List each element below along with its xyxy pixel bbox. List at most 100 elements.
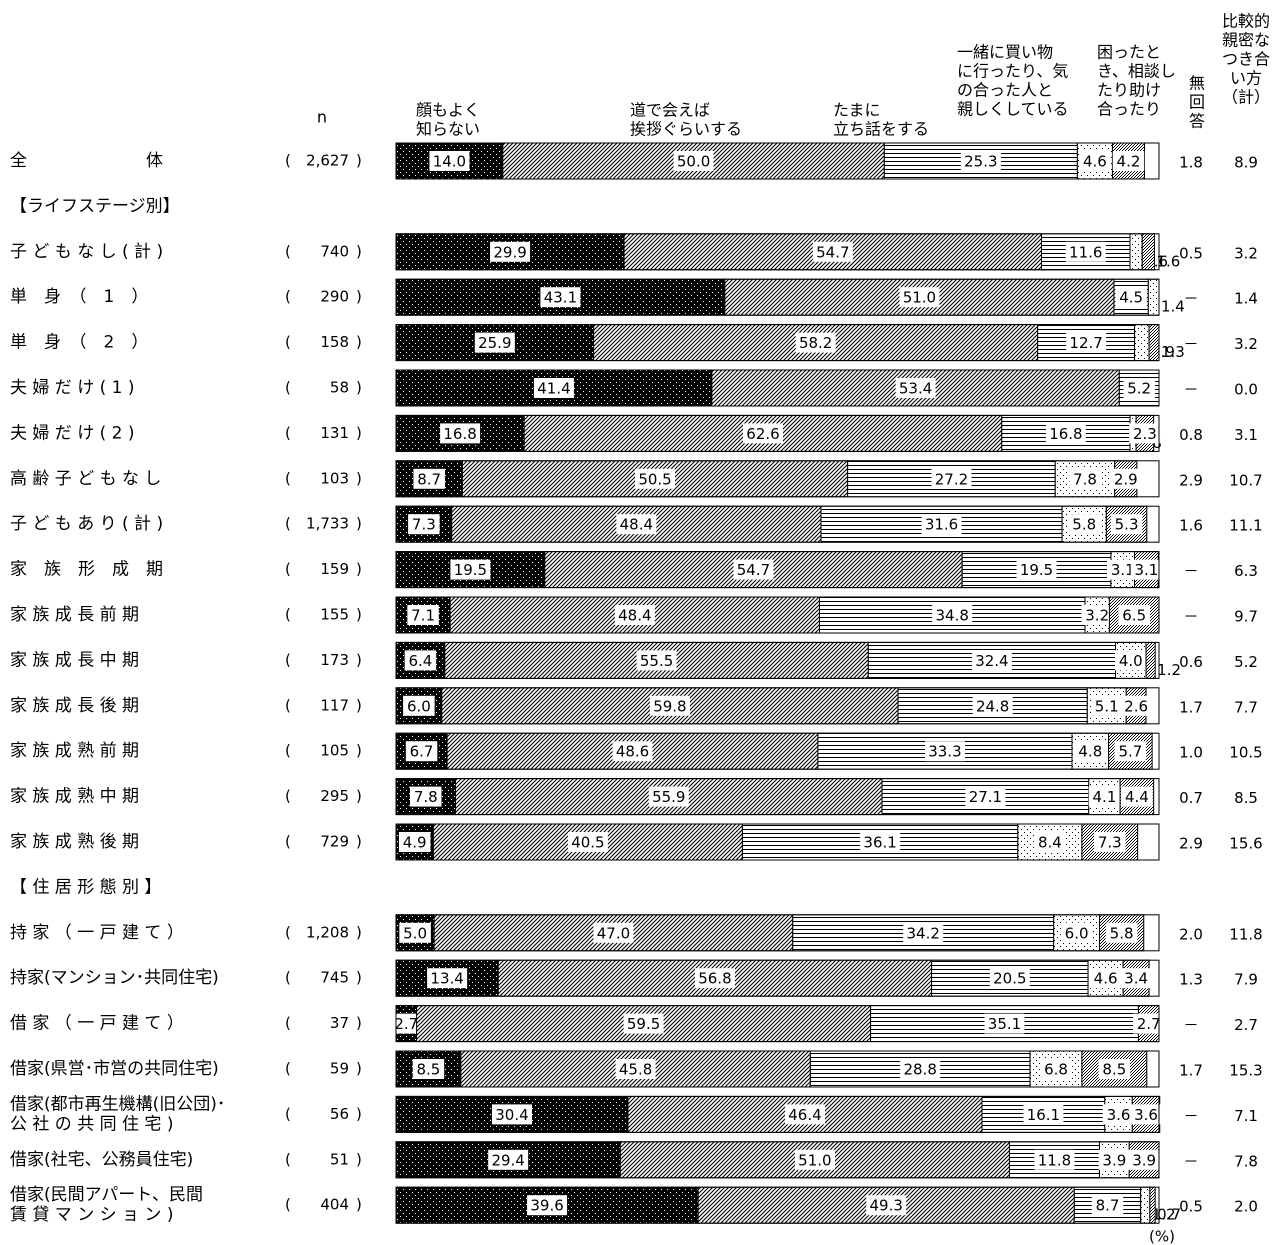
bar-label-bg xyxy=(900,1059,941,1079)
bar-label-bg xyxy=(429,151,470,171)
bar-label-bg xyxy=(1016,559,1057,580)
bar-label-bg xyxy=(931,468,972,489)
n-bracket: ( xyxy=(285,1105,291,1123)
n-bracket: ) xyxy=(356,833,362,851)
bar-value-label: 5.2 xyxy=(1127,380,1151,398)
bar-outline xyxy=(395,1005,1160,1043)
n-bracket: ( xyxy=(285,515,291,533)
bar-label-bg xyxy=(440,423,481,444)
bar-value-label: 12.7 xyxy=(1069,334,1102,352)
bar-label-bg xyxy=(733,559,774,580)
legend-series-4: 一緒に買い物 xyxy=(957,43,1053,62)
bar-value-label: 2.9 xyxy=(1114,470,1138,488)
bar-value-label: 7.3 xyxy=(412,516,436,534)
bar-value-label: 24.8 xyxy=(976,697,1009,715)
bar-value-label: 27.1 xyxy=(969,788,1002,806)
bar-value-label: 34.8 xyxy=(936,607,969,625)
bar-value-label: 6.8 xyxy=(1044,1061,1068,1079)
no-answer-value: 1.0 xyxy=(1179,744,1203,762)
bar-label-bg xyxy=(533,378,574,398)
chart-row: 子 ど も な し ( 計 )(740) 29.9 54.7 11.6 1.61.60.… xyxy=(10,233,1258,271)
total-value: 7.9 xyxy=(1234,971,1258,989)
n-bracket: ( xyxy=(285,742,291,760)
bar-outline xyxy=(395,596,1160,634)
section-heading: 【 住 居 形 態 別 】 xyxy=(10,877,161,897)
row-label: 全 体 xyxy=(10,151,163,171)
row-label: 家 族 成 長 中 期 xyxy=(10,650,139,670)
bar-label-bg xyxy=(527,1195,568,1216)
bar-label-bg xyxy=(636,650,677,671)
row-label: 高 齢 子 ど も な し xyxy=(10,469,161,489)
legend-series-3: たまに xyxy=(833,101,881,120)
unit-label: (%) xyxy=(1149,1228,1175,1245)
total-value: 15.3 xyxy=(1229,1062,1262,1080)
n-bracket: ) xyxy=(356,242,362,260)
n-bracket: ) xyxy=(356,923,362,941)
no-answer-value: － xyxy=(1183,290,1198,308)
bar-label-bg xyxy=(1120,695,1152,716)
row-label: 公 社 の 共 同 住 宅 ) xyxy=(10,1114,173,1134)
bar-label-bg xyxy=(1105,922,1138,943)
n-bracket: ( xyxy=(285,1150,291,1168)
n-bracket: ( xyxy=(285,379,291,397)
row-label: 夫 婦 だ け ( 2 ) xyxy=(10,423,135,443)
bar-label-bg xyxy=(1079,151,1111,171)
bar-value-label: 33.3 xyxy=(928,743,961,761)
bar-outline xyxy=(395,324,1160,362)
no-answer-value: 0.7 xyxy=(1179,789,1203,807)
bar-value-label: 39.6 xyxy=(530,1197,563,1215)
bar-value-label: 34.2 xyxy=(907,924,940,942)
bar-label-bg xyxy=(474,332,515,353)
bar-value-label: 31.6 xyxy=(925,516,958,534)
bar-value-label: 1.4 xyxy=(1161,298,1185,316)
bar-label-bg xyxy=(924,741,965,762)
no-answer-value: 0.5 xyxy=(1179,244,1203,262)
n-bracket: ( xyxy=(285,1196,291,1214)
bar-label-bg xyxy=(1098,1059,1131,1079)
bar-value-label: 3.4 xyxy=(1124,970,1148,988)
bar-value-label: 7.8 xyxy=(1073,470,1097,488)
bar-value-label: 50.5 xyxy=(638,470,671,488)
bar-label-bg xyxy=(899,287,940,308)
bar-label-bg xyxy=(1128,1149,1160,1170)
no-answer-value: － xyxy=(1183,1107,1198,1125)
bar-value-label: 4.8 xyxy=(1078,743,1102,761)
chart-row: 夫 婦 だ け ( 1 ) (58) 41.4 53.4 5.2 － 0.0 xyxy=(10,369,1258,407)
bar-outline xyxy=(395,1186,1160,1224)
n-bracket: ) xyxy=(356,560,362,578)
bar-value-label: 8.4 xyxy=(1038,834,1062,852)
n-bracket: ) xyxy=(356,1150,362,1168)
bar-label-bg xyxy=(1034,1149,1075,1170)
row-label: 子 ど も な し ( 計 ) xyxy=(10,242,163,262)
bar-label-bg xyxy=(649,695,690,716)
bar-label-bg xyxy=(615,1059,656,1079)
no-answer-value: 1.3 xyxy=(1179,971,1203,989)
row-n: 2,627 xyxy=(306,152,349,170)
n-bracket: ) xyxy=(356,1196,362,1214)
bar-label-bg xyxy=(540,287,581,308)
bar-outline xyxy=(395,1095,1160,1133)
total-column-header: 比較的 xyxy=(1222,12,1270,31)
row-n: 295 xyxy=(320,787,349,805)
bar-value-label: 5.1 xyxy=(1095,697,1119,715)
row-n: 158 xyxy=(320,333,349,351)
total-value: 10.5 xyxy=(1229,744,1262,762)
total-value: 7.8 xyxy=(1234,1152,1258,1170)
bar-value-label: 2.6 xyxy=(1124,697,1148,715)
bar-label-bg xyxy=(1034,832,1066,852)
n-bracket: ( xyxy=(285,651,291,669)
bar-label-bg xyxy=(398,832,431,852)
legend-series-5: 合ったり xyxy=(1097,100,1161,119)
bar-label-bg xyxy=(1040,1059,1072,1079)
bar-label-bg xyxy=(1045,423,1086,444)
bar-value-label: 2.7 xyxy=(1137,1015,1161,1033)
row-label: 借家(県営･市営の共同住宅) xyxy=(10,1059,219,1079)
no-answer-value: － xyxy=(1183,1152,1198,1170)
bar-label-bg xyxy=(490,241,531,262)
bar-label-bg xyxy=(743,423,784,444)
bar-value-label: 8.7 xyxy=(417,470,441,488)
bar-label-bg xyxy=(1090,695,1123,716)
bar-label-bg xyxy=(903,922,944,943)
bar-label-bg xyxy=(614,605,655,625)
bar-label-bg xyxy=(488,1149,529,1170)
